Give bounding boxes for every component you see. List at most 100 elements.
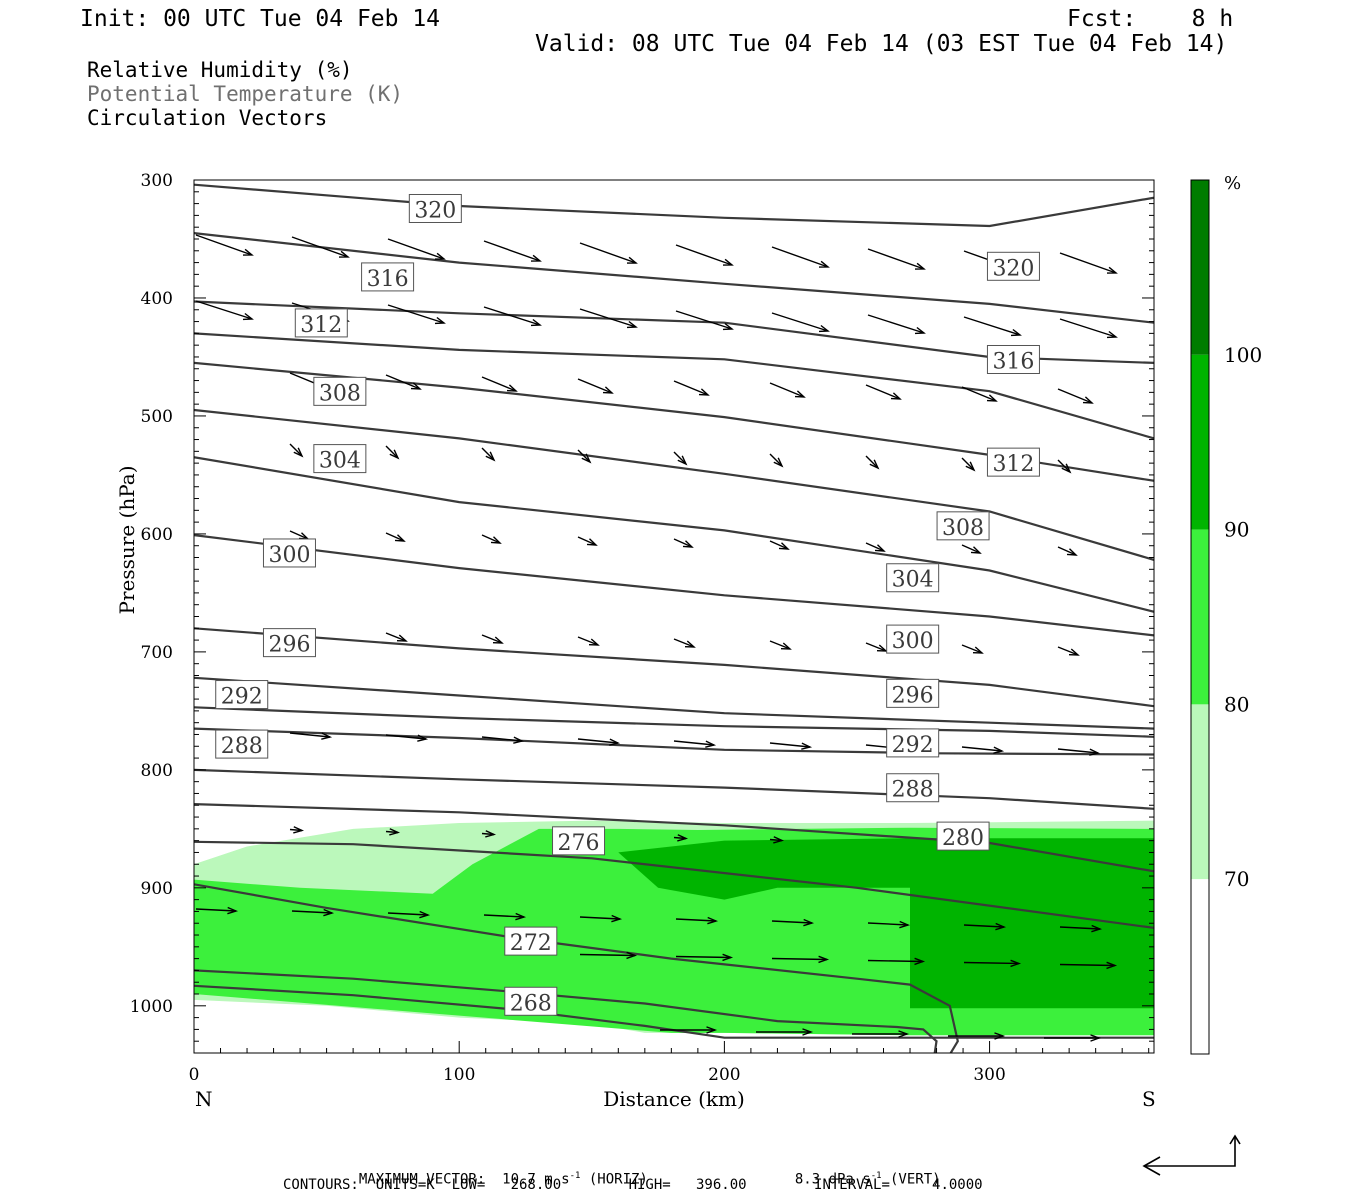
contour-label-box [313,376,367,406]
circulation-vector [867,959,924,963]
vector-arrowhead [242,312,254,321]
circulation-vector [963,961,1020,965]
contour-label-288: 288 [892,778,934,803]
contour-label-box [986,447,1040,477]
vector-arrowhead [1090,1034,1102,1042]
vector-arrowhead [970,546,982,554]
vector-arrowhead [818,955,830,964]
vector-arrowhead [706,1026,718,1034]
rh-field-title: Relative Humidity (%) [87,58,353,82]
forecast-hour: Fcst: 8 h [1067,6,1234,32]
vector-arrowhead [490,536,502,544]
circulation-vector [675,918,717,922]
circulation-vector [865,542,885,552]
vector-arrowhead [321,732,333,740]
colorbar-segment [1191,180,1209,355]
vector-arrowhead [1089,748,1101,756]
vector-arrowhead [993,746,1005,754]
vector-arrowhead [227,906,239,915]
circulation-vector [963,924,1005,928]
contour-label-box [552,826,606,856]
max-vector-label: MAXIMUM VECTOR: 10.7 m s-1 (HORIZ) [358,1171,648,1188]
theta-contour-272 [194,969,938,1053]
circulation-vector [289,530,309,540]
circulation-vector [673,380,709,396]
vector-arrowhead [914,326,926,335]
vector-arrowhead [485,451,496,462]
circulation-vector [771,957,828,961]
x-axis-label: Distance (km) [603,1087,745,1111]
contour-label-box [215,729,269,759]
circulation-vector [867,314,925,334]
contour-info-line: CONTOURS: UNITS=K LOW= 268.00 HIGH= 396.… [283,1177,983,1193]
theta-contour-272 [194,883,959,1053]
contour-label-box [262,538,316,568]
circulation-vector [769,382,805,398]
vector-arrowhead [434,252,446,260]
init-time: Init: 00 UTC Tue 04 Feb 14 [80,6,441,32]
vector-arrowhead [581,453,592,464]
circulation-vector [579,916,621,920]
circulation-vector [1057,646,1079,656]
colorbar-segment [1191,529,1209,705]
vector-arrowhead [818,324,830,333]
vector-arrowhead [914,957,926,966]
vector-arrowhead [995,922,1007,931]
circulation-vector [483,914,525,918]
contour-label-box [886,624,940,654]
reference-vector-icon [1142,1134,1241,1176]
vector-arrowhead [705,740,717,748]
colorbar-segment [1191,879,1209,1054]
circulation-vector [865,455,879,469]
theta-contour-296 [194,706,1154,738]
contour-label-292: 292 [221,685,263,710]
theta-contour-316 [194,408,1154,561]
vector-arrowhead [1061,463,1072,474]
circulation-vector [771,920,813,924]
vector-arrowhead [722,322,734,331]
circulation-vector [961,644,983,654]
contour-label-300: 300 [892,629,934,654]
contour-label-272: 272 [510,931,552,956]
contour-label-308: 308 [319,381,361,406]
y-tick-label-900: 900 [141,879,173,899]
contour-label-box [936,821,990,851]
vector-arrowhead [803,918,815,927]
circulation-vector [1059,252,1117,274]
circulation-vector [865,642,887,652]
vector-arrowhead [794,390,806,398]
contour-label-box [886,563,940,593]
colorbar-level-100: 100 [1224,343,1262,367]
vector-arrowhead [698,388,710,396]
vector-arrowhead [492,636,504,644]
circulation-vector [1057,546,1077,556]
theta-contour-304 [194,627,1154,708]
vector-arrowhead [677,834,689,842]
vector-arrowhead [986,394,998,402]
circulation-vector [673,538,693,548]
circulation-vector [673,638,695,648]
contour-label-316: 316 [992,349,1034,374]
colorbar-level-80: 80 [1224,692,1249,716]
vector-arrowhead [876,644,888,652]
vector-arrowhead [530,318,542,327]
circulation-vector [1059,926,1101,930]
circulation-vector [291,236,349,258]
contour-label-box [408,193,462,223]
contour-label-box [986,251,1040,281]
contour-label-296: 296 [268,633,310,658]
theta-contour-312 [194,456,1154,613]
vector-arrowhead [1106,330,1118,339]
vector-arrowhead [965,461,976,472]
max-vector-vert: 8.3 dPa s-1 (VERT) [794,1171,941,1188]
contour-label-box [313,444,367,474]
circulation-vector [577,449,591,463]
contour-label-268: 268 [510,991,552,1016]
circulation-vector [579,308,637,328]
vector-arrowhead [898,1030,910,1038]
theta-contour [194,332,1154,440]
circulation-vector [769,742,811,748]
max-vector-horiz-value: MAXIMUM VECTOR: 10.7 m s [358,1171,570,1188]
vector-arrowhead [677,455,688,466]
circulation-vector [579,242,637,264]
